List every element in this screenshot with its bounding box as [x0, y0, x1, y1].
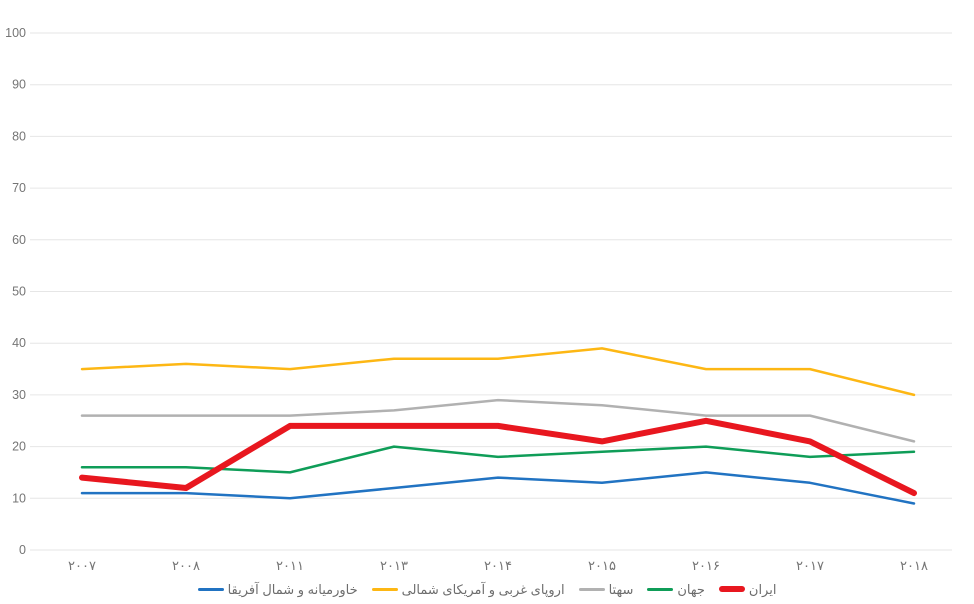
series-line-1 [80, 347, 916, 397]
legend-label: جهان [677, 581, 705, 597]
legend-marker-icon [197, 587, 224, 591]
legend-label: سهتا [608, 581, 634, 597]
y-tick-label: 0 [19, 543, 26, 557]
legend-label: خاورمیانه و شمال آفریقا [227, 581, 358, 597]
legend-item-4: خاورمیانه و شمال آفریقا [197, 581, 358, 597]
y-tick-label: 50 [12, 285, 26, 299]
y-tick-label: 100 [5, 26, 26, 40]
y-tick-label: 10 [12, 491, 26, 505]
series-line-2 [80, 398, 916, 443]
legend-label: ایران [748, 581, 777, 597]
series-line-3 [80, 445, 916, 474]
legend-item-3: اروپای غربی و آمریکای شمالی [371, 581, 565, 597]
y-tick-label: 40 [12, 336, 26, 350]
legend-item-2: سهتا [578, 581, 634, 597]
y-tick-label: 80 [12, 129, 26, 143]
y-tick-label: 60 [12, 233, 26, 247]
x-tick-label: ۲۰۱۶ [692, 558, 720, 573]
legend-item-1: جهان [647, 583, 705, 596]
x-tick-label: ۲۰۱۱ [276, 558, 304, 573]
legend-label: اروپای غربی و آمریکای شمالی [401, 581, 565, 597]
x-tick-label: ۲۰۱۷ [796, 558, 824, 573]
x-tick-label: ۲۰۰۸ [172, 558, 200, 573]
x-tick-label: ۲۰۰۷ [68, 558, 96, 573]
x-tick-label: ۲۰۱۴ [484, 558, 512, 573]
x-tick-label: ۲۰۱۸ [900, 558, 928, 573]
series-line-5 [79, 417, 917, 497]
y-tick-label: 20 [12, 440, 26, 454]
series-line-4 [80, 471, 916, 505]
y-tick-label: 90 [12, 78, 26, 92]
chart-legend: ایران جهان سهتا اروپای غربی و آمریکای شمالی… [0, 578, 974, 600]
legend-marker-icon [371, 587, 398, 591]
x-tick-label: ۲۰۱۳ [380, 558, 408, 573]
y-tick-label: 70 [12, 181, 26, 195]
y-tick-label: 30 [12, 388, 26, 402]
legend-item-0: ایران [718, 581, 777, 597]
legend-marker-icon [647, 587, 674, 591]
legend-marker-icon [718, 586, 745, 592]
legend-marker-icon [578, 587, 605, 591]
x-tick-label: ۲۰۱۵ [588, 558, 616, 573]
